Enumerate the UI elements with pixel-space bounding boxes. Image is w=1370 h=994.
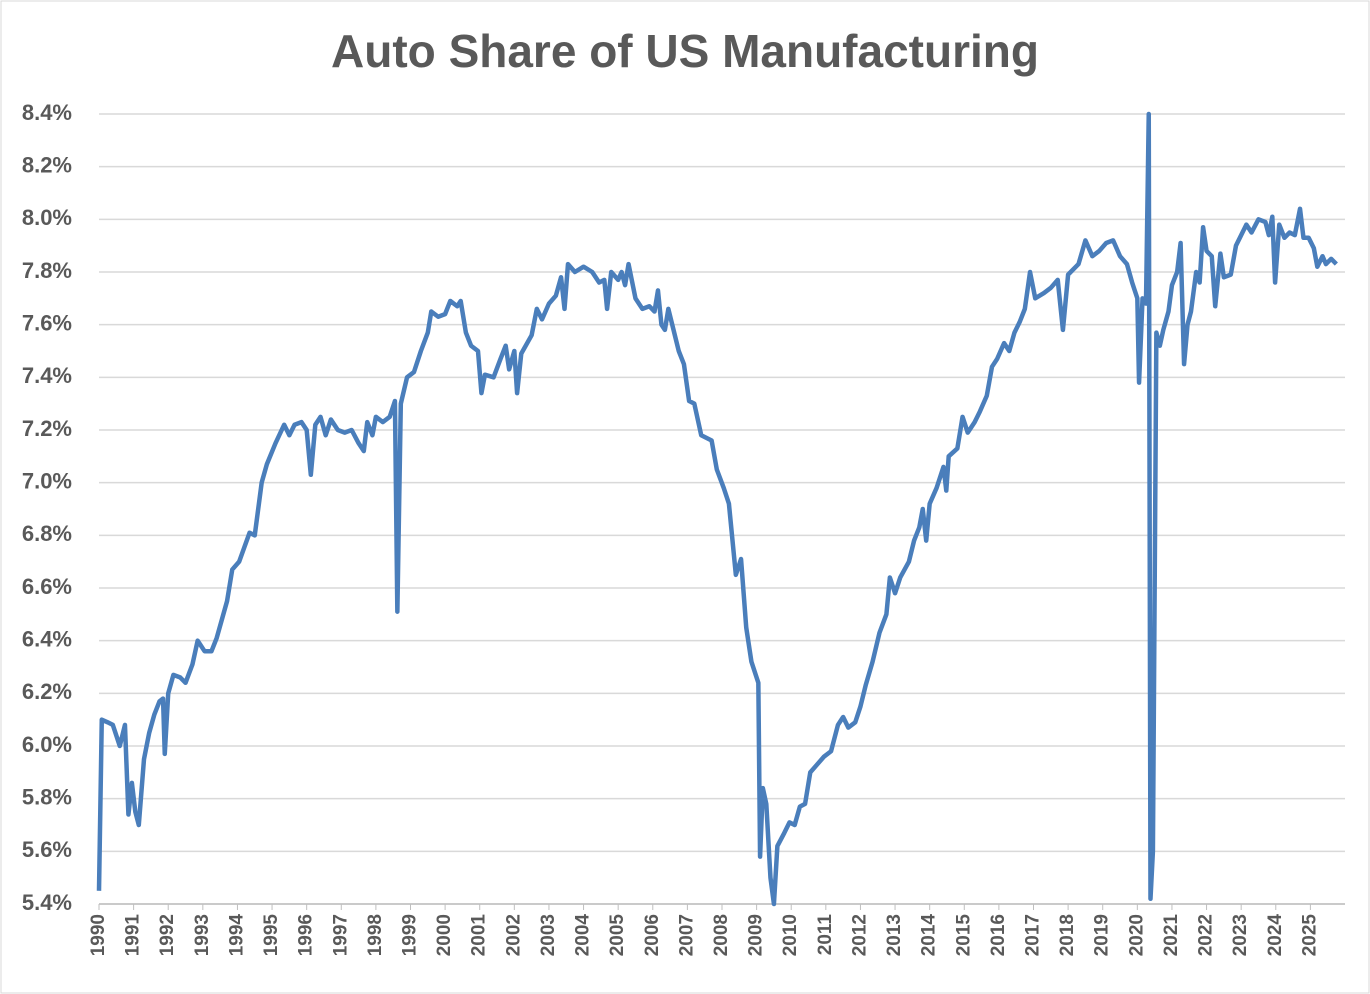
x-tick-label: 2010 xyxy=(780,914,801,956)
x-tick-label: 2011 xyxy=(815,914,836,956)
y-tick-label: 5.6% xyxy=(22,837,72,862)
x-tick-label: 1990 xyxy=(88,914,109,956)
y-tick-label: 5.8% xyxy=(22,784,72,809)
x-tick-label: 2009 xyxy=(746,914,767,956)
x-tick-label: 2021 xyxy=(1161,914,1182,957)
x-tick-label: 1998 xyxy=(365,914,386,956)
x-tick-label: 2000 xyxy=(434,914,455,956)
y-tick-label: 6.6% xyxy=(22,574,72,599)
y-tick-label: 7.4% xyxy=(22,363,72,388)
x-tick-label: 2001 xyxy=(469,914,490,957)
x-tick-label: 2016 xyxy=(988,914,1009,956)
x-tick-label: 2005 xyxy=(607,914,628,957)
y-tick-label: 7.0% xyxy=(22,468,72,493)
data-line xyxy=(96,111,1338,907)
y-tick-label: 6.2% xyxy=(22,679,72,704)
y-tick-label: 6.4% xyxy=(22,626,72,651)
x-tick-label: 2023 xyxy=(1230,914,1251,956)
y-tick-label: 7.6% xyxy=(22,310,72,335)
chart-title: Auto Share of US Manufacturing xyxy=(331,25,1039,77)
x-tick-label: 2012 xyxy=(849,914,870,956)
y-tick-label: 7.8% xyxy=(22,258,72,283)
x-tick-label: 2002 xyxy=(503,914,524,956)
x-tick-label: 2007 xyxy=(676,914,697,956)
x-tick-label: 1997 xyxy=(330,914,351,956)
x-tick-label: 2025 xyxy=(1299,914,1320,957)
x-tick-label: 2006 xyxy=(642,914,663,956)
x-tick-label: 2015 xyxy=(953,914,974,957)
y-tick-label: 7.2% xyxy=(22,416,72,441)
x-tick-label: 2017 xyxy=(1023,914,1044,956)
y-tick-label: 8.2% xyxy=(22,152,72,177)
y-tick-label: 8.0% xyxy=(22,205,72,230)
x-tick-label: 1993 xyxy=(192,914,213,956)
x-tick-label: 1995 xyxy=(261,914,282,957)
x-tick-label: 1996 xyxy=(296,914,317,956)
x-tick-label: 1992 xyxy=(157,914,178,956)
x-tick-label: 1999 xyxy=(400,914,421,956)
y-tick-label: 6.0% xyxy=(22,732,72,757)
x-tick-label: 2019 xyxy=(1092,914,1113,956)
y-tick-label: 8.4% xyxy=(22,100,72,125)
x-tick-label: 2018 xyxy=(1057,914,1078,956)
x-tick-label: 2013 xyxy=(884,914,905,956)
x-tick-label: 1994 xyxy=(226,914,247,957)
x-tick-label: 2004 xyxy=(573,914,594,957)
x-tick-label: 1991 xyxy=(123,914,144,957)
x-tick-label: 2024 xyxy=(1265,914,1286,957)
x-tick-label: 2020 xyxy=(1126,914,1147,956)
y-tick-label: 5.4% xyxy=(22,890,72,915)
x-tick-label: 2003 xyxy=(538,914,559,956)
y-tick-label: 6.8% xyxy=(22,521,72,546)
x-tick-label: 2008 xyxy=(711,914,732,956)
x-tick-label: 2022 xyxy=(1196,914,1217,956)
x-tick-label: 2014 xyxy=(919,914,940,957)
